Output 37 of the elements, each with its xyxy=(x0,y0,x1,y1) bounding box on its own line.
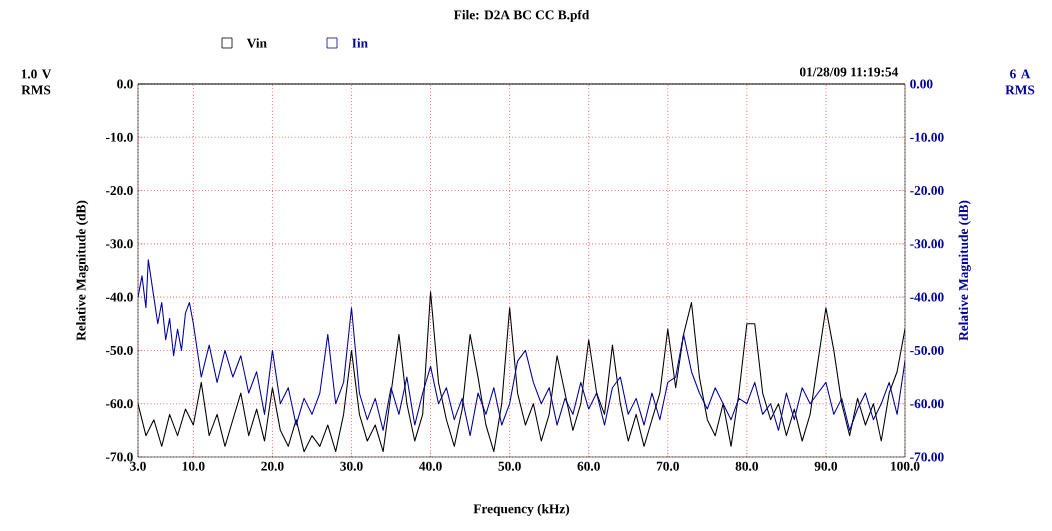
x-axis-title: Frequency (kHz) xyxy=(473,503,570,517)
y2-tick-label: -70.00 xyxy=(910,452,944,462)
y2-tick-label: -10.00 xyxy=(910,132,944,142)
x-tick-label: 100.0 xyxy=(891,461,920,471)
x-tick-label: 3.0 xyxy=(130,461,146,471)
y2-axis-title: Relative Magnitude (dB) xyxy=(958,200,971,341)
x-tick-label: 40.0 xyxy=(419,461,442,471)
y-tick-label: -30.0 xyxy=(106,239,133,249)
y2-tick-label: -30.00 xyxy=(910,239,944,249)
y2-tick-label: -40.00 xyxy=(910,292,944,302)
y-tick-label: -70.0 xyxy=(106,452,133,462)
y-tick-label: 0.0 xyxy=(117,79,133,89)
text: 6 A RMS xyxy=(1005,69,1035,95)
y2-tick-label: -60.00 xyxy=(910,399,944,409)
legend-label: Vin xyxy=(246,38,267,48)
text: 1.0 V RMS xyxy=(21,69,52,95)
y2-tick-label: -50.00 xyxy=(910,345,944,355)
y-tick-label: -40.0 xyxy=(106,292,133,302)
x-tick-label: 90.0 xyxy=(814,461,838,471)
x-tick-label: 70.0 xyxy=(656,461,679,471)
x-tick-label: 50.0 xyxy=(498,461,521,471)
y2-tick-label: -20.00 xyxy=(910,186,944,196)
chart-title: File: D2A BC CC B.pfd xyxy=(453,9,590,23)
y-axis-title: Relative Magnitude (dB) xyxy=(76,200,89,341)
y-tick-label: -60.0 xyxy=(106,399,133,409)
legend-label: Iin xyxy=(352,38,368,48)
line-series xyxy=(138,259,905,437)
x-tick-label: 20.0 xyxy=(261,461,284,471)
y-tick-label: -10.0 xyxy=(106,132,133,142)
x-tick-label: 80.0 xyxy=(735,461,759,471)
y-tick-label: -50.0 xyxy=(106,345,133,355)
y-tick-label: -20.0 xyxy=(106,186,133,196)
x-tick-label: 30.0 xyxy=(340,461,363,471)
y2-tick-label: 0.00 xyxy=(910,79,933,89)
x-tick-label: 10.0 xyxy=(182,461,205,471)
x-tick-label: 60.0 xyxy=(577,461,600,471)
text: 01/28/09 11:19:54 xyxy=(799,67,899,77)
